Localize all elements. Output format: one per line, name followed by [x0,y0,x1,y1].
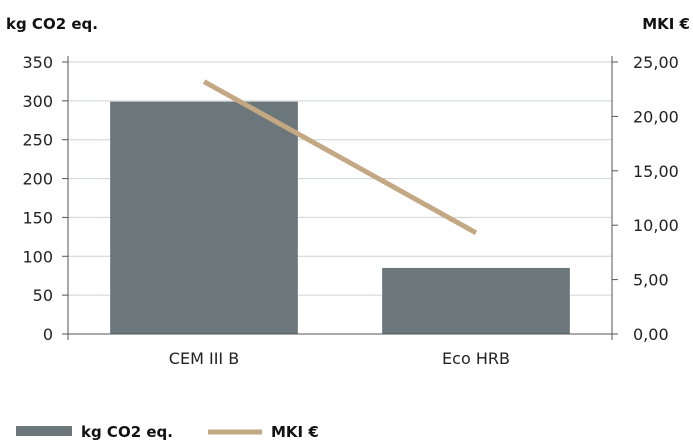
legend-label-line: MKI € [271,423,319,441]
left-tick-label: 250 [22,131,53,150]
legend-label-bar: kg CO2 eq. [81,423,173,441]
left-tick-label: 100 [22,247,53,266]
axes [67,56,613,340]
mki-line [202,79,478,236]
right-tick-label: 5,00 [633,271,669,290]
bar [110,101,298,335]
right-tick-label: 0,00 [633,325,669,344]
bars [110,101,570,335]
right-axis-title: MKI € [642,15,690,33]
category-label: CEM III B [169,349,239,368]
left-tick-label: 300 [22,92,53,111]
left-tick-label: 200 [22,170,53,189]
category-label: Eco HRB [442,349,510,368]
left-axis-title: kg CO2 eq. [6,15,98,33]
left-tick-label: 50 [33,286,53,305]
left-tick-label: 350 [22,53,53,72]
right-tick-label: 20,00 [633,107,679,126]
category-labels: CEM III B Eco HRB [169,349,510,368]
left-tick-label: 0 [43,325,53,344]
right-axis-ticks: 0,00 5,00 10,00 15,00 20,00 25,00 [612,53,679,344]
legend-swatch-bar [16,426,72,436]
mki-line-series [202,79,478,236]
right-tick-label: 15,00 [633,162,679,181]
left-axis-ticks: 0 50 100 150 200 250 300 350 [22,53,68,344]
legend: kg CO2 eq. MKI € [16,423,319,441]
right-tick-label: 10,00 [633,216,679,235]
right-tick-label: 25,00 [633,53,679,72]
left-tick-label: 150 [22,208,53,227]
bar [382,267,570,334]
